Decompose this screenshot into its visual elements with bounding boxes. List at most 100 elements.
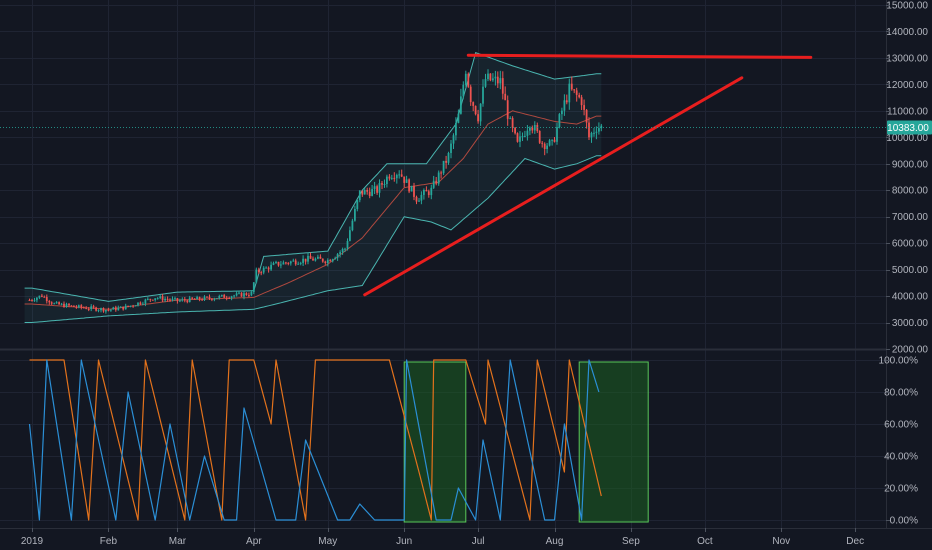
candle-bull: [548, 140, 551, 146]
candle-bull: [595, 131, 598, 133]
candle-bull: [556, 127, 558, 142]
osc-tick-label: 0.00%: [890, 516, 918, 527]
bollinger-upper-line: [24, 51, 602, 302]
candle-bull: [238, 292, 240, 294]
candle-bear: [161, 296, 164, 301]
candle-bear: [201, 299, 203, 301]
time-tick-label: Jun: [396, 536, 412, 547]
candle-bear: [43, 296, 46, 298]
ascending-trendline[interactable]: [363, 76, 744, 297]
price-tick-label: 7000.00: [892, 212, 929, 223]
highlight-box[interactable]: [578, 361, 649, 523]
price-tick-label: 5000.00: [892, 265, 929, 276]
candle-bull: [546, 145, 548, 149]
candle-bear: [285, 262, 287, 264]
candle-bear: [132, 305, 134, 307]
candle-bear: [388, 176, 391, 179]
candle-bull: [590, 133, 593, 138]
candle-bear: [474, 105, 477, 115]
candle-bull: [561, 110, 563, 115]
candle-bear: [575, 90, 578, 95]
candle-bull: [442, 160, 445, 174]
candle-bull: [499, 78, 502, 84]
oscillator-tick-labels: 0.00% 20.00% 40.00% 60.00% 80.00% 100.00%: [879, 356, 919, 527]
candle-bull: [521, 136, 524, 138]
candle-bull: [282, 262, 285, 265]
candle-bear: [511, 118, 514, 128]
candle-bull: [430, 187, 433, 196]
candle-bear: [248, 295, 250, 297]
candle-bull: [354, 209, 356, 221]
candle-bear: [477, 114, 479, 122]
candle-bear: [381, 183, 383, 185]
candle-bear: [176, 298, 179, 302]
candle-bull: [484, 79, 487, 87]
candle-bear: [496, 76, 499, 84]
candle-bear: [92, 306, 95, 308]
candle-bear: [166, 298, 169, 300]
candle-bull: [297, 263, 300, 265]
candle-bear: [425, 190, 428, 192]
candle-bull: [371, 189, 373, 196]
candle-bull: [159, 296, 162, 299]
candle-bull: [386, 176, 388, 184]
candle-bear: [376, 186, 378, 193]
candle-bear: [102, 308, 105, 312]
oscillator-pane[interactable]: [28, 359, 649, 523]
time-scale[interactable]: 2019 Feb Mar Apr May Jun Jul Aug Sep Oct Nov Dec: [0, 528, 932, 547]
price-tick-label: 14000.00: [886, 27, 928, 38]
candle-bear: [85, 307, 88, 309]
candle-bull: [317, 256, 319, 259]
candle-bear: [63, 303, 65, 308]
candle-bull: [146, 298, 149, 300]
candle-bear: [114, 307, 117, 311]
candle-bull: [265, 267, 267, 269]
resistance-trendline[interactable]: [466, 53, 813, 59]
candle-bull: [524, 135, 526, 137]
price-tick-label: 10000.00: [886, 133, 928, 144]
price-tick-label: 15000.00: [886, 1, 928, 12]
candle-bear: [309, 255, 312, 259]
candle-bear: [228, 298, 231, 299]
candle-bull: [492, 78, 494, 81]
candle-bear: [585, 109, 588, 123]
candle-bull: [275, 261, 277, 264]
candle-bear: [206, 296, 208, 298]
candle-bull: [179, 300, 181, 302]
highlight-box[interactable]: [403, 361, 467, 523]
candle-bull: [129, 305, 132, 307]
candle-bull: [464, 73, 467, 85]
candle-bull: [53, 303, 56, 305]
candle-bull: [216, 298, 218, 300]
candle-bear: [240, 292, 243, 297]
candle-bull: [418, 200, 420, 202]
candle-bull: [526, 130, 529, 136]
candle-bull: [339, 252, 341, 255]
candle-bull: [60, 303, 63, 305]
candle-bear: [149, 298, 152, 300]
trendline-annotations[interactable]: [363, 53, 813, 297]
candle-bull: [77, 305, 80, 308]
oscillator-line-orange: [29, 359, 602, 521]
candle-bull: [363, 190, 366, 195]
time-tick-label: Nov: [772, 536, 790, 547]
candle-bear: [319, 256, 322, 259]
candle-bull: [97, 310, 100, 312]
candle-bull: [551, 139, 553, 141]
candle-bull: [112, 307, 115, 310]
candle-bear: [294, 260, 297, 265]
candle-bull: [349, 230, 351, 241]
candle-bull: [196, 297, 198, 300]
candle-bull: [164, 298, 166, 301]
candle-bear: [127, 305, 129, 307]
candle-bear: [68, 303, 70, 306]
price-pane[interactable]: [24, 51, 813, 323]
time-tick-label: Sep: [622, 536, 640, 547]
price-scale[interactable]: 2000.00 3000.00 4000.00 5000.00 6000.00 7000.…: [879, 0, 929, 528]
candle-bear: [107, 309, 110, 311]
price-tick-label: 11000.00: [887, 106, 928, 117]
candle-bull: [302, 258, 304, 263]
candle-bull: [341, 249, 344, 253]
candle-bear: [41, 295, 43, 297]
